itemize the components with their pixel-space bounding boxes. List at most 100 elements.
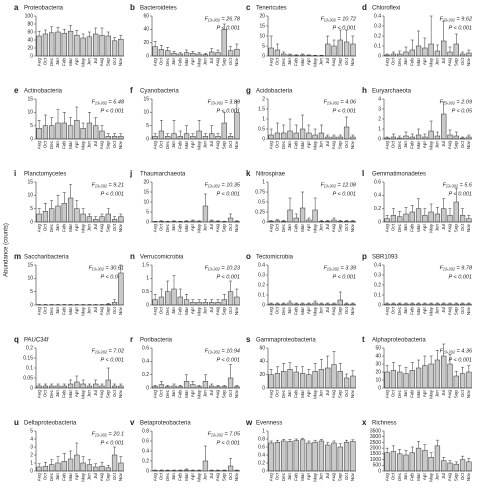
- bar: [390, 215, 397, 223]
- y-tick-label: 0.5: [142, 289, 149, 295]
- y-tick-label: 20: [143, 179, 149, 185]
- y-tick-label: 4: [378, 96, 381, 102]
- y-tick-label: 0: [30, 219, 33, 225]
- y-tick-label: 0: [378, 219, 381, 225]
- bar: [453, 463, 459, 472]
- x-tick-label: Dec: [397, 57, 402, 66]
- panel-letter: x: [362, 418, 367, 427]
- x-tick-label: Oct: [391, 472, 396, 480]
- x-tick-label: Dec: [281, 223, 286, 232]
- y-tick-label: 0.4: [258, 262, 265, 268]
- x-tick-label: Mar: [300, 58, 305, 66]
- y-tick-label: 40: [27, 37, 33, 43]
- y-tick-label: 0.6: [142, 345, 149, 351]
- bar: [55, 462, 61, 472]
- y-tick-label: 0.6: [142, 438, 149, 444]
- bar: [447, 462, 453, 472]
- x-tick-label: Nov: [466, 306, 471, 315]
- x-tick-label: Aug: [215, 390, 220, 399]
- bar: [403, 135, 409, 140]
- x-tick-label: Aug: [36, 390, 41, 399]
- y-tick-label: 0.3: [374, 272, 381, 278]
- x-tick-label: Feb: [62, 141, 67, 149]
- x-tick-label: Jun: [87, 224, 92, 232]
- x-tick-label: Aug: [447, 58, 452, 67]
- x-tick-label: Jan: [171, 307, 176, 315]
- x-tick-label: Jun: [319, 224, 324, 232]
- x-tick-label: Sep: [222, 224, 227, 233]
- x-tick-label: Apr: [74, 58, 79, 66]
- x-tick-label: Dec: [49, 57, 54, 66]
- bar: [93, 383, 99, 389]
- bar: [447, 363, 453, 389]
- bar: [390, 451, 397, 472]
- x-tick-label: May: [80, 389, 85, 398]
- y-tick-label: 5: [262, 43, 265, 49]
- bar: [105, 379, 111, 389]
- y-tick-label: 10: [143, 199, 149, 205]
- panel-letter: l: [362, 169, 364, 178]
- x-tick-label: Oct: [275, 472, 280, 480]
- p-value: P < 0.001: [217, 274, 241, 280]
- bar: [422, 450, 428, 472]
- f-statistic: F₁₃,₃₀₂ = 9.78: [440, 265, 473, 271]
- y-tick-label: 80: [27, 21, 33, 27]
- x-tick-label: May: [428, 306, 433, 315]
- y-tick-label: 0.1: [258, 292, 265, 298]
- x-tick-label: Oct: [275, 389, 280, 397]
- y-tick-label: 0.8: [258, 436, 265, 442]
- y-tick-label: 0.4: [374, 13, 381, 19]
- bar: [434, 359, 441, 389]
- f-statistic: F₁₃,₃₀₂ = 3.89: [208, 99, 240, 105]
- bar: [337, 446, 343, 472]
- x-tick-label: Jul: [209, 307, 214, 313]
- y-tick-label: 40: [143, 27, 149, 33]
- x-tick-label: Oct: [43, 223, 48, 231]
- x-tick-label: Jun: [87, 473, 92, 481]
- y-tick-label: 10: [143, 110, 149, 116]
- bar: [434, 213, 441, 223]
- x-tick-label: Apr: [74, 224, 79, 232]
- p-value: P < 0.001: [217, 357, 241, 363]
- x-tick-label: Aug: [268, 473, 273, 482]
- x-tick-label: Nov: [118, 306, 123, 315]
- bar: [42, 33, 49, 57]
- panel-letter: p: [362, 252, 367, 261]
- x-tick-label: Aug: [152, 58, 157, 67]
- x-tick-label: Jan: [55, 473, 60, 481]
- panel-title: SBR1093: [372, 255, 398, 261]
- x-tick-label: May: [428, 223, 433, 232]
- x-tick-label: Apr: [306, 58, 311, 66]
- x-tick-label: Nov: [234, 472, 239, 481]
- x-tick-label: Nov: [234, 306, 239, 315]
- bar: [331, 442, 337, 472]
- x-tick-label: Aug: [268, 224, 273, 233]
- x-tick-label: Aug: [99, 58, 104, 67]
- y-tick-label: 1000: [370, 457, 381, 463]
- x-tick-label: Oct: [391, 389, 396, 397]
- x-tick-label: Jul: [441, 58, 446, 64]
- bar: [312, 134, 318, 140]
- bar: [453, 43, 459, 57]
- x-tick-label: Aug: [152, 390, 157, 399]
- bar: [268, 442, 274, 472]
- x-tick-label: Aug: [99, 307, 104, 316]
- panel-letter: i: [14, 169, 16, 178]
- x-tick-label: Jul: [325, 307, 330, 313]
- bar: [428, 457, 434, 472]
- x-tick-label: Dec: [49, 306, 54, 315]
- x-tick-label: Oct: [391, 306, 396, 314]
- y-tick-label: 60: [143, 13, 149, 19]
- x-tick-label: Jan: [171, 390, 176, 398]
- bar: [466, 371, 472, 389]
- y-tick-label: 0: [30, 385, 33, 391]
- bar: [86, 216, 93, 223]
- x-tick-label: Oct: [112, 472, 117, 480]
- x-tick-label: Mar: [416, 473, 421, 481]
- x-tick-label: Sep: [106, 141, 111, 150]
- x-tick-label: Mar: [416, 390, 421, 398]
- x-tick-label: Feb: [62, 307, 67, 315]
- x-tick-label: Jun: [87, 307, 92, 315]
- bar: [397, 371, 403, 389]
- panel-letter: e: [14, 86, 19, 95]
